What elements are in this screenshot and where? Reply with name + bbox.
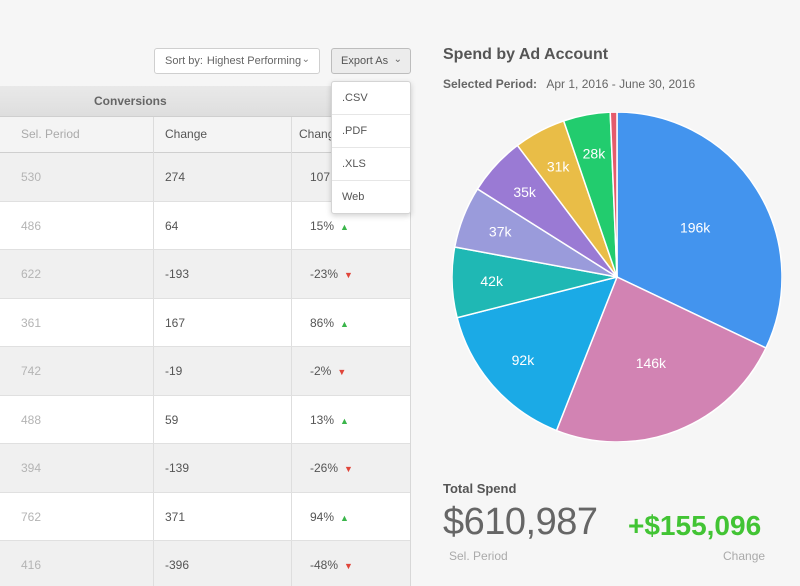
conversions-header-label: Conversions [94,94,167,108]
change-pct-value: -26% [310,461,339,475]
export-pdf-option[interactable]: .PDF [332,115,410,148]
table-row: 361 167 86% ▲ [0,298,410,347]
change-cell: 167 [153,298,291,346]
table-row: 394 -139 -26% ▼ [0,444,410,493]
change-pct-cell: 94% ▲ [291,492,410,540]
change-cell: 274 [153,153,291,201]
sel-period-cell: 486 [21,218,42,233]
sel-period-cell: 488 [21,412,42,427]
table-row: 622 -193 -23% ▼ [0,250,410,299]
selected-period-value: Apr 1, 2016 - June 30, 2016 [546,77,696,91]
change-cell: -193 [153,250,291,298]
change-pct-value: -23% [310,267,339,281]
pie-slice-label: 42k [480,273,504,289]
pie-slice-label: 31k [547,158,571,174]
arrow-up-icon: ▲ [340,221,349,232]
change-cell: 371 [153,492,291,540]
selected-period-label: Selected Period: [443,77,538,91]
sel-period-cell: 742 [21,364,42,378]
arrow-down-icon: ▼ [344,561,353,571]
sel-period-cell: 622 [21,267,42,281]
pie-slice[interactable] [555,275,767,442]
sel-period-cell: 394 [21,461,42,475]
column-header-row: Sel. Period Change Chang [0,117,410,153]
pie-slice-label: 92k [512,352,536,368]
sel-period-cell: 530 [21,170,42,184]
pie-slice-label: 146k [636,355,667,371]
arrow-up-icon: ▲ [340,415,349,426]
export-menu: .CSV .PDF .XLS Web [331,81,411,214]
table-row: 416 -396 -48% ▼ [0,541,410,586]
table-divider [410,86,411,586]
pie-slice-label: 37k [489,223,513,239]
chevron-down-icon: ⌄ [393,54,402,65]
change-cell: -396 [153,541,291,586]
conversions-table-body: 530274107▲4866415%▲622-193-23%▼36116786%… [0,153,410,586]
column-header-change-pct[interactable]: Chang [291,117,334,153]
change-pct-value: 94% [310,509,335,524]
arrow-up-icon: ▲ [340,512,349,523]
total-spend-label: Total Spend [443,481,517,496]
change-pct-cell: 15% ▲ [291,201,410,249]
chart-title: Spend by Ad Account [443,46,609,63]
sel-period-cell: 361 [21,315,42,330]
pie-slice-label: 196k [680,220,711,236]
change-pct-cell: -23% ▼ [291,250,410,298]
sort-value: Highest Performing [206,55,302,67]
change-pct-value: 86% [310,315,335,330]
change-pct-value: -2% [310,364,332,378]
column-header-change[interactable]: Change [153,117,291,153]
spend-pie-chart: 196k 146k 92k 42k 37k 35k 31k 28k [452,112,782,442]
column-header-sel-period[interactable]: Sel. Period [21,127,80,141]
change-pct-value: 107 [310,170,331,184]
change-cell: -139 [153,444,291,492]
change-pct-value: 13% [310,412,335,427]
total-spend-sublabel: Sel. Period [449,549,508,563]
export-xls-option[interactable]: .XLS [332,148,410,181]
export-as-button[interactable]: Export As ⌄ [331,48,411,74]
arrow-down-icon: ▼ [344,464,353,474]
change-pct-cell: 13% ▲ [291,395,410,443]
selected-period: Selected Period: Apr 1, 2016 - June 30, … [443,77,695,91]
change-pct-cell: 86% ▲ [291,298,410,346]
change-cell: 64 [153,201,291,249]
pie-slice-label: 28k [583,146,607,162]
sort-dropdown[interactable]: Sort by: Highest Performing ⌄ [154,48,320,74]
sel-period-cell: 762 [21,509,42,524]
sel-period-cell: 416 [21,558,42,572]
table-row: 762 371 94% ▲ [0,492,410,541]
chevron-down-icon: ⌄ [301,54,310,65]
export-as-label: Export As [341,55,389,67]
table-row: 742 -19 -2% ▼ [0,347,410,396]
pie-slice[interactable] [456,275,619,432]
change-pct-cell: -26% ▼ [291,444,410,492]
export-csv-option[interactable]: .CSV [332,82,410,115]
pie-slice-label: 35k [513,184,537,200]
pie-slice[interactable] [609,112,618,278]
arrow-up-icon: ▲ [340,318,349,329]
export-web-option[interactable]: Web [342,191,365,203]
arrow-down-icon: ▼ [337,367,347,377]
change-pct-cell: -48% ▼ [291,541,410,586]
spend-change-value: +$155,096 [628,510,762,541]
total-spend-value: $610,987 [443,501,598,543]
change-pct-value: -48% [310,558,339,572]
change-cell: 59 [153,395,291,443]
arrow-down-icon: ▼ [344,270,353,280]
pie-slice[interactable] [616,112,782,349]
change-pct-value: 15% [310,218,335,233]
change-cell: -19 [153,347,291,395]
change-pct-cell: -2% ▼ [291,347,410,395]
table-row: 488 59 13% ▲ [0,395,410,444]
sort-label: Sort by: [165,55,203,67]
spend-change-sublabel: Change [723,549,766,563]
